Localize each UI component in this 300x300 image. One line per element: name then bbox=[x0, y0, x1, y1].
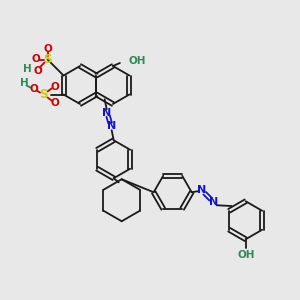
Text: O: O bbox=[29, 83, 38, 94]
Text: S: S bbox=[43, 53, 52, 66]
Text: OH: OH bbox=[129, 56, 146, 66]
Text: O: O bbox=[33, 65, 42, 76]
Text: OH: OH bbox=[238, 250, 255, 260]
Text: N: N bbox=[102, 108, 111, 118]
Text: O: O bbox=[43, 44, 52, 53]
Text: H: H bbox=[23, 64, 32, 74]
Text: O: O bbox=[31, 55, 40, 64]
Text: N: N bbox=[209, 197, 218, 207]
Text: H: H bbox=[20, 79, 29, 88]
Text: N: N bbox=[107, 121, 116, 131]
Text: S: S bbox=[39, 88, 48, 101]
Text: O: O bbox=[50, 98, 59, 107]
Text: O: O bbox=[50, 82, 59, 92]
Text: N: N bbox=[197, 185, 206, 195]
